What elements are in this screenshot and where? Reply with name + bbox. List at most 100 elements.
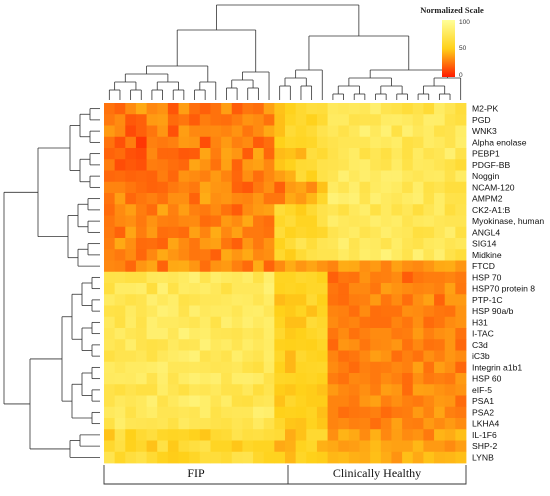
- heatmap-cell: [221, 238, 233, 250]
- row-label: PTP-1C: [472, 295, 503, 305]
- heatmap-cell: [263, 429, 275, 441]
- heatmap-cell: [263, 395, 275, 408]
- heatmap-cell: [412, 418, 424, 430]
- heatmap-cell: [455, 125, 467, 138]
- heatmap-cell: [402, 418, 414, 430]
- heatmap-cell: [380, 316, 392, 329]
- heatmap-cell: [434, 339, 446, 351]
- heatmap-cell: [253, 406, 265, 419]
- row-label: Alpha enolase: [472, 137, 527, 147]
- heatmap-cell: [167, 373, 179, 385]
- heatmap-cell: [146, 204, 158, 216]
- heatmap-cell: [423, 294, 435, 306]
- heatmap-cell: [359, 170, 371, 183]
- row-label: ANGL4: [472, 227, 500, 237]
- heatmap-cell: [114, 125, 126, 138]
- heatmap-cell: [391, 249, 403, 261]
- heatmap-cell: [434, 136, 446, 149]
- heatmap-cell: [444, 406, 456, 419]
- heatmap-cell: [370, 361, 382, 374]
- heatmap-cell: [125, 260, 137, 273]
- heatmap-cell: [114, 249, 126, 261]
- heatmap-cell: [199, 361, 211, 374]
- heatmap-cell: [348, 260, 360, 273]
- heatmap-cell: [359, 136, 371, 149]
- heatmap-cell: [295, 440, 307, 453]
- heatmap-cell: [412, 260, 424, 273]
- heatmap-cell: [210, 260, 222, 273]
- heatmap-cell: [104, 316, 116, 329]
- heatmap-cell: [380, 283, 392, 295]
- heatmap-cell: [412, 373, 424, 385]
- heatmap-cell: [444, 204, 456, 216]
- heatmap-cell: [146, 361, 158, 374]
- heatmap-cell: [199, 238, 211, 250]
- heatmap-cell: [402, 249, 414, 261]
- heatmap-cell: [210, 204, 222, 216]
- heatmap-cell: [104, 136, 116, 149]
- heatmap-cell: [327, 418, 339, 430]
- heatmap-cell: [423, 103, 435, 115]
- heatmap-cell: [199, 451, 211, 464]
- heatmap-cell: [348, 429, 360, 441]
- heatmap-cell: [338, 215, 350, 228]
- heatmap-cell: [348, 328, 360, 340]
- heatmap-cell: [455, 103, 467, 115]
- heatmap-cell: [210, 271, 222, 284]
- heatmap-cell: [199, 373, 211, 385]
- heatmap-cell: [285, 170, 297, 183]
- heatmap-cell: [178, 328, 190, 340]
- heatmap-cell: [199, 193, 211, 205]
- heatmap-cell: [242, 316, 254, 329]
- heatmap-cell: [380, 339, 392, 351]
- heatmap-cell: [199, 305, 211, 318]
- heatmap-cell: [146, 451, 158, 464]
- heatmap-cell: [434, 283, 446, 295]
- heatmap-cell: [285, 283, 297, 295]
- heatmap-cell: [263, 316, 275, 329]
- heatmap-cell: [306, 238, 318, 250]
- heatmap-cell: [412, 136, 424, 149]
- heatmap-cell: [146, 283, 158, 295]
- heatmap-cell: [167, 226, 179, 239]
- heatmap-cell: [189, 339, 201, 351]
- heatmap-cell: [348, 193, 360, 205]
- heatmap-cell: [402, 260, 414, 273]
- heatmap-cell: [263, 238, 275, 250]
- heatmap-cell: [338, 125, 350, 138]
- row-label: FTCD: [472, 261, 495, 271]
- heatmap-cell: [146, 305, 158, 318]
- heatmap-cell: [402, 384, 414, 396]
- row-label: C3d: [472, 340, 488, 350]
- heatmap-cell: [327, 238, 339, 250]
- heatmap-cell: [135, 395, 147, 408]
- heatmap-cell: [402, 406, 414, 419]
- heatmap-cell: [178, 125, 190, 138]
- heatmap-cell: [114, 440, 126, 453]
- heatmap-cell: [221, 159, 233, 171]
- heatmap-cell: [370, 328, 382, 340]
- heatmap-cell: [338, 373, 350, 385]
- row-label: PSA1: [472, 396, 494, 406]
- heatmap-cell: [210, 451, 222, 464]
- heatmap-cell: [253, 238, 265, 250]
- heatmap-cell: [370, 305, 382, 318]
- heatmap-cell: [348, 373, 360, 385]
- heatmap-cell: [253, 361, 265, 374]
- heatmap-cell: [455, 136, 467, 149]
- heatmap-cell: [338, 238, 350, 250]
- heatmap-cell: [380, 125, 392, 138]
- heatmap-cell: [380, 204, 392, 216]
- heatmap-cell: [316, 226, 328, 239]
- heatmap-cell: [316, 283, 328, 295]
- heatmap-cell: [423, 350, 435, 363]
- heatmap-cell: [348, 159, 360, 171]
- heatmap-cell: [135, 429, 147, 441]
- heatmap-cell: [253, 215, 265, 228]
- heatmap-cell: [338, 136, 350, 149]
- heatmap-cell: [285, 181, 297, 194]
- heatmap-cell: [199, 148, 211, 160]
- heatmap-cell: [210, 328, 222, 340]
- heatmap-cell: [327, 406, 339, 419]
